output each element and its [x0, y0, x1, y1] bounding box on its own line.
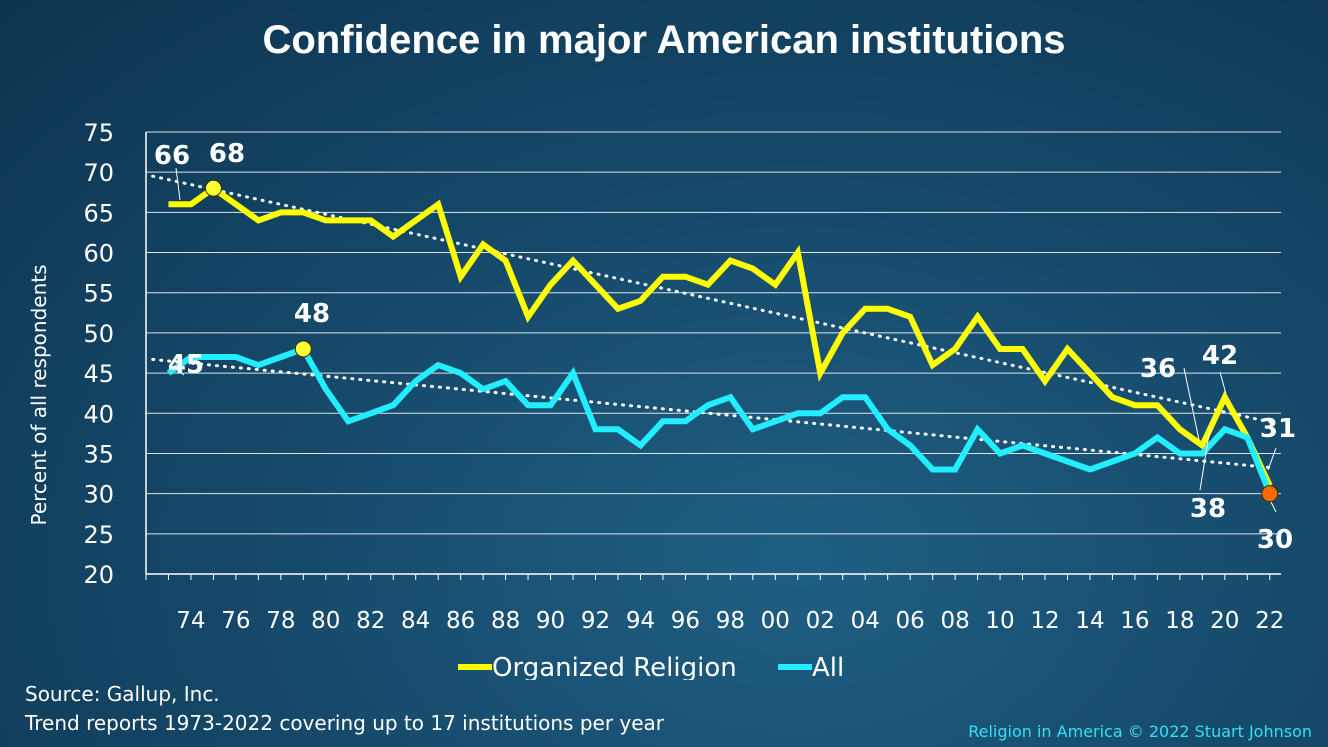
x-tick-label: 02: [806, 608, 835, 634]
axes: 20 25 30 35 40 45 50 55 60 65 70 75 Percent of all r…: [27, 119, 1284, 634]
gridlines: [146, 131, 1281, 535]
data-label: 66: [154, 141, 190, 171]
x-tick-label: 86: [446, 608, 475, 634]
x-tick-label: 10: [985, 608, 1014, 634]
trendlines: [151, 174, 1276, 470]
x-tick-label: 80: [311, 608, 340, 634]
data-label: 42: [1202, 341, 1238, 371]
x-tick-label: 22: [1255, 608, 1284, 634]
annotations: 66 68 36 42 31 45 48 38 30: [154, 139, 1296, 555]
data-label: 36: [1140, 354, 1176, 384]
annotation-leader: [1219, 371, 1227, 395]
x-tick-label: 76: [221, 608, 250, 634]
trendline-organized-religion: [151, 174, 1276, 425]
data-point-marker: [294, 340, 312, 358]
x-tick-label: 08: [940, 608, 969, 634]
x-tick-label: 94: [626, 608, 655, 634]
note-text: Trend reports 1973-2022 covering up to 1…: [25, 711, 665, 735]
y-tick-label: 55: [83, 280, 114, 308]
x-tick-label: 96: [671, 608, 700, 634]
x-tick-label: 98: [716, 608, 745, 634]
x-tick-label: 18: [1165, 608, 1194, 634]
y-tick-label: 45: [83, 360, 114, 388]
annotation-leader: [1267, 447, 1277, 471]
annotation-leader: [177, 370, 185, 376]
y-tick-label: 60: [83, 240, 114, 268]
x-tick-label: 74: [176, 608, 205, 634]
legend: Organized Religion All: [458, 653, 844, 680]
x-tick-label: 82: [356, 608, 385, 634]
credit-text: Religion in America © 2022 Stuart Johnso…: [968, 722, 1312, 741]
x-tick-label: 14: [1075, 608, 1104, 634]
x-tick-label: 20: [1210, 608, 1239, 634]
line-chart: 20 25 30 35 40 45 50 55 60 65 70 75 Percent of all r…: [27, 119, 1296, 680]
source-text: Source: Gallup, Inc.: [25, 682, 220, 706]
x-tick-label: 12: [1030, 608, 1059, 634]
x-tick-label: 84: [401, 608, 430, 634]
y-axis-label: Percent of all respondents: [27, 264, 51, 525]
x-tick-label: 00: [761, 608, 790, 634]
annotation-leader: [175, 167, 181, 201]
data-point-marker: [204, 179, 222, 197]
x-tick-label: 04: [851, 608, 880, 634]
y-tick-label: 35: [83, 440, 114, 468]
x-tick-label: 06: [896, 608, 925, 634]
x-tick-label: 92: [581, 608, 610, 634]
data-label: 38: [1190, 494, 1226, 524]
x-tick-label: 16: [1120, 608, 1149, 634]
y-tick-label: 20: [83, 561, 114, 589]
x-tick-label: 88: [491, 608, 520, 634]
y-tick-label: 25: [83, 521, 114, 549]
y-tick-label: 70: [83, 159, 114, 187]
series-lines: [166, 184, 1273, 495]
y-tick-label: 50: [83, 320, 114, 348]
x-tick-label: 90: [536, 608, 565, 634]
data-label: 45: [168, 350, 204, 380]
y-tick-label: 40: [83, 400, 114, 428]
data-label: 68: [209, 139, 245, 169]
x-tick-label: 78: [266, 608, 295, 634]
series-line-organized-religion: [168, 184, 1273, 487]
data-label: 48: [294, 299, 330, 329]
y-tick-label: 75: [83, 119, 114, 147]
y-tick-label: 30: [83, 481, 114, 509]
chart-title: Confidence in major American institution…: [262, 18, 1066, 62]
legend-label-all: All: [812, 653, 844, 680]
data-point-marker: [1261, 485, 1279, 503]
annotation-leader: [1199, 427, 1211, 491]
data-label: 30: [1257, 525, 1293, 555]
annotation-leader: [1183, 367, 1200, 441]
data-label: 31: [1260, 414, 1296, 444]
legend-label-organized-religion: Organized Religion: [492, 653, 737, 680]
y-tick-label: 65: [83, 199, 114, 227]
series-line-all: [166, 345, 1273, 495]
